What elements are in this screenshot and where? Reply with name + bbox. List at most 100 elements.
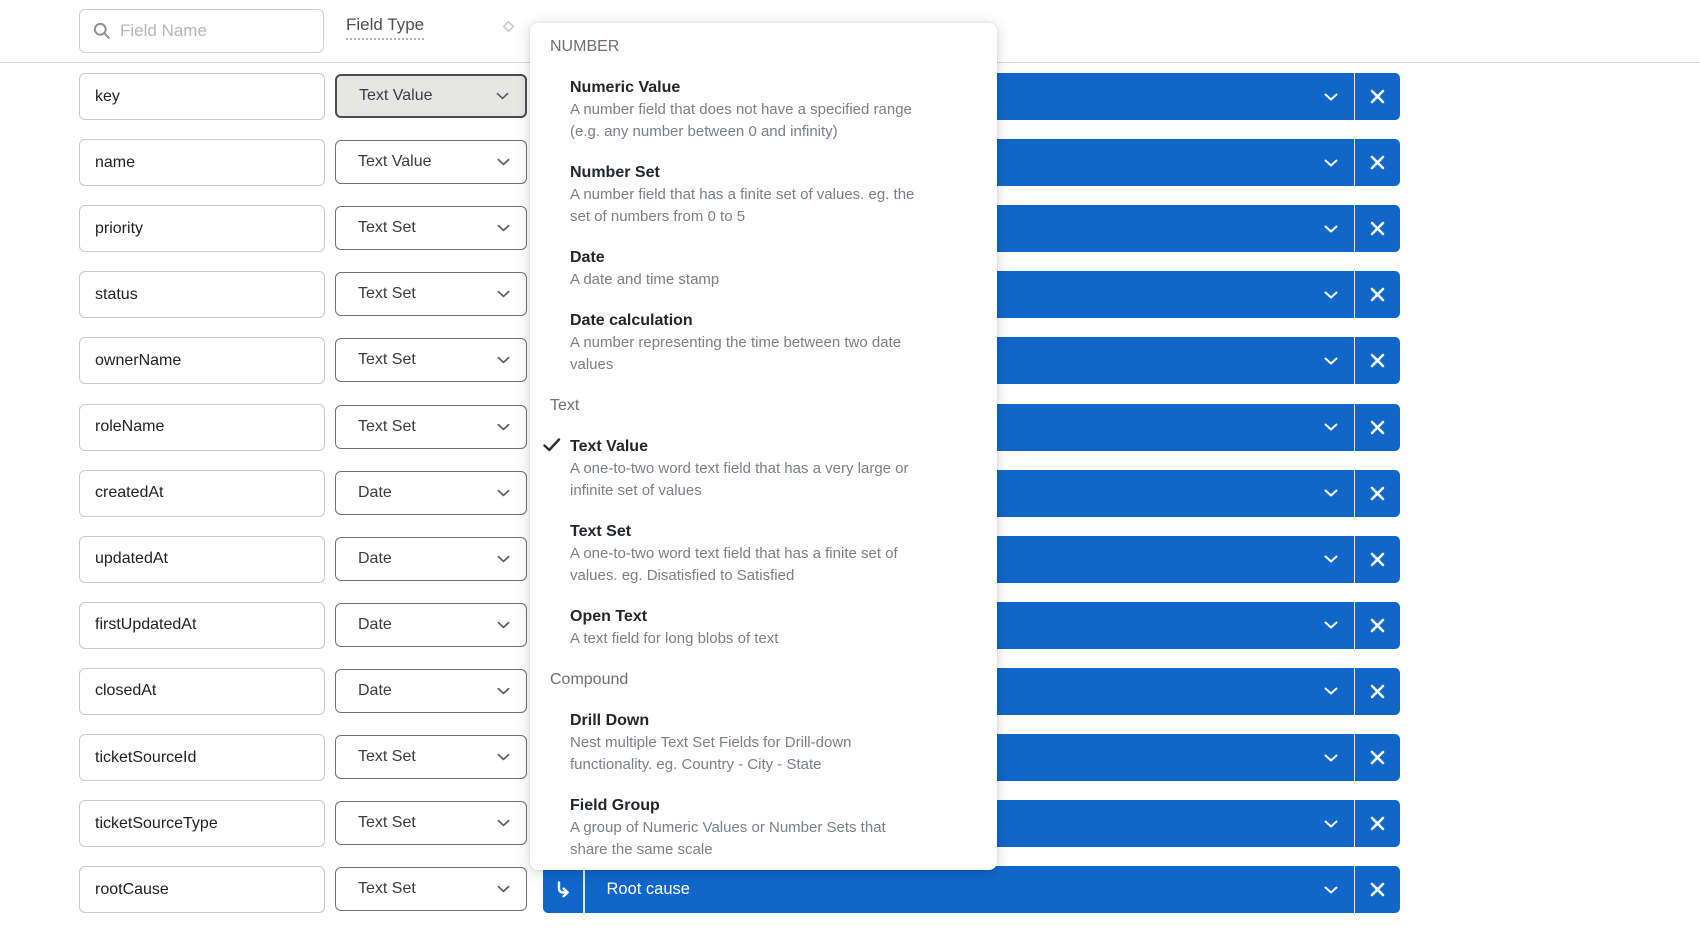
menu-item-title: Drill Down — [570, 712, 650, 729]
field-name-input[interactable]: ticketSourceType — [79, 800, 325, 848]
bar-divider — [1353, 205, 1355, 253]
bar-divider — [1353, 535, 1355, 583]
remove-mapping-button[interactable] — [1355, 668, 1400, 715]
field-name-input[interactable]: roleName — [79, 403, 325, 451]
mapped-field-dropdown[interactable]: Root cause — [543, 866, 1401, 914]
bar-divider — [1353, 800, 1355, 848]
field-type-dropdown[interactable]: Date — [335, 668, 527, 713]
chevron-down-icon — [1324, 687, 1338, 695]
field-name-input[interactable]: updatedAt — [79, 535, 325, 583]
field-name-input[interactable]: createdAt — [79, 469, 325, 517]
field-name-input[interactable]: name — [79, 139, 325, 187]
field-row: rootCause Text Set Root cause — [0, 866, 1700, 914]
mapped-field-controls — [1309, 73, 1401, 120]
remove-mapping-button[interactable] — [1355, 734, 1400, 781]
chevron-down-icon — [1324, 291, 1338, 299]
menu-item-description: A number field that has a finite set of … — [570, 186, 915, 225]
mapped-field-controls — [1309, 403, 1401, 451]
field-type-value: Text Set — [358, 880, 416, 898]
field-name-input[interactable]: ownerName — [79, 337, 325, 385]
chevron-down-icon — [1324, 93, 1338, 101]
menu-item-text-set[interactable]: Text Set A one-to-two word text field tha… — [570, 521, 979, 587]
menu-item-drill-down[interactable]: Drill Down Nest multiple Text Set Fields … — [570, 710, 979, 776]
chevron-down-icon — [497, 489, 510, 497]
menu-item-number-set[interactable]: Number Set A number field that has a fini… — [570, 162, 979, 228]
bar-divider — [1353, 271, 1355, 319]
field-type-dropdown[interactable]: Text Set — [335, 735, 527, 779]
field-name-input[interactable]: key — [79, 73, 325, 120]
chevron-down-icon — [1324, 754, 1338, 762]
chevron-down-icon — [497, 224, 510, 232]
field-name-input[interactable]: rootCause — [79, 866, 325, 914]
bar-divider — [1353, 403, 1355, 451]
remove-mapping-button[interactable] — [1355, 470, 1400, 517]
remove-mapping-button[interactable] — [1355, 205, 1400, 252]
field-name-input[interactable]: priority — [79, 205, 325, 253]
field-type-dropdown[interactable]: Text Set — [335, 801, 527, 846]
chevron-down-icon — [497, 885, 510, 893]
remove-mapping-button[interactable] — [1355, 800, 1400, 847]
menu-item-text-value[interactable]: Text Value A one-to-two word text field t… — [543, 436, 979, 502]
remove-mapping-button[interactable] — [1355, 73, 1400, 120]
menu-item-date-calculation[interactable]: Date calculation A number representing th… — [570, 310, 979, 376]
menu-item-description: Nest multiple Text Set Fields for Drill-… — [570, 734, 852, 773]
field-type-dropdown[interactable]: Text Set — [335, 404, 527, 449]
close-icon — [1369, 220, 1386, 237]
field-type-dropdown[interactable]: Text Set — [335, 206, 527, 251]
menu-item-description: A one-to-two word text field that has a … — [570, 460, 909, 499]
menu-item-title: Date calculation — [570, 312, 693, 329]
close-icon — [1369, 881, 1386, 898]
field-name-input[interactable]: status — [79, 271, 325, 319]
chevron-down-icon — [1324, 886, 1338, 894]
mapped-field-chevron-cell — [1309, 800, 1354, 847]
chevron-down-icon — [497, 753, 510, 761]
field-type-value: Text Set — [358, 417, 416, 435]
chevron-down-icon — [1324, 357, 1338, 365]
chevron-down-icon — [1324, 225, 1338, 233]
field-type-dropdown[interactable]: Date — [335, 470, 527, 515]
search-input[interactable] — [120, 21, 323, 41]
chevron-down-icon — [497, 290, 510, 298]
chevron-down-icon — [497, 687, 510, 695]
remove-mapping-button[interactable] — [1355, 139, 1400, 186]
remove-mapping-button[interactable] — [1355, 536, 1400, 583]
field-type-dropdown[interactable]: Text Value — [335, 140, 527, 185]
remove-mapping-button[interactable] — [1355, 602, 1400, 649]
field-type-dropdown[interactable]: Date — [335, 602, 527, 647]
field-type-value: Date — [358, 615, 392, 633]
mapped-field-controls — [1309, 866, 1401, 914]
field-type-dropdown[interactable]: Date — [335, 536, 527, 581]
menu-item-open-text[interactable]: Open Text A text field for long blobs of … — [570, 606, 979, 650]
mapped-field-chevron-cell — [1309, 271, 1354, 318]
field-type-dropdown[interactable]: Text Set — [335, 272, 527, 317]
remove-mapping-button[interactable] — [1355, 271, 1400, 318]
chevron-down-icon — [497, 555, 510, 563]
search-icon — [93, 22, 111, 40]
field-name-input[interactable]: firstUpdatedAt — [79, 601, 325, 649]
chevron-down-icon — [1324, 621, 1338, 629]
bar-divider — [1353, 734, 1355, 781]
menu-item-title: Text Value — [570, 438, 648, 455]
remove-mapping-button[interactable] — [1355, 404, 1400, 451]
field-type-dropdown[interactable]: Text Set — [335, 867, 527, 912]
menu-item-field-group[interactable]: Field Group A group of Numeric Values or … — [570, 795, 979, 861]
field-name-input[interactable]: ticketSourceId — [79, 734, 325, 781]
chevron-down-icon — [497, 621, 510, 629]
menu-item-description: A group of Numeric Values or Number Sets… — [570, 819, 886, 858]
mapped-field-controls — [1309, 469, 1401, 517]
menu-item-numeric-value[interactable]: Numeric Value A number field that does no… — [570, 77, 979, 143]
field-name-search[interactable] — [79, 9, 324, 53]
menu-item-date[interactable]: Date A date and time stamp — [570, 247, 979, 291]
remove-mapping-button[interactable] — [1355, 337, 1400, 384]
field-name-input[interactable]: closedAt — [79, 667, 325, 715]
menu-section-header: Text — [550, 397, 580, 414]
field-type-dropdown[interactable]: Text Value — [335, 74, 527, 118]
mapped-field-controls — [1309, 139, 1401, 187]
mapped-field-controls — [1309, 667, 1401, 715]
mapped-field-chevron-cell — [1309, 536, 1354, 583]
field-type-dropdown[interactable]: Text Set — [335, 338, 527, 383]
bar-divider — [1353, 601, 1355, 649]
mapped-field-chevron-cell — [1309, 404, 1354, 451]
remove-mapping-button[interactable] — [1355, 866, 1400, 913]
